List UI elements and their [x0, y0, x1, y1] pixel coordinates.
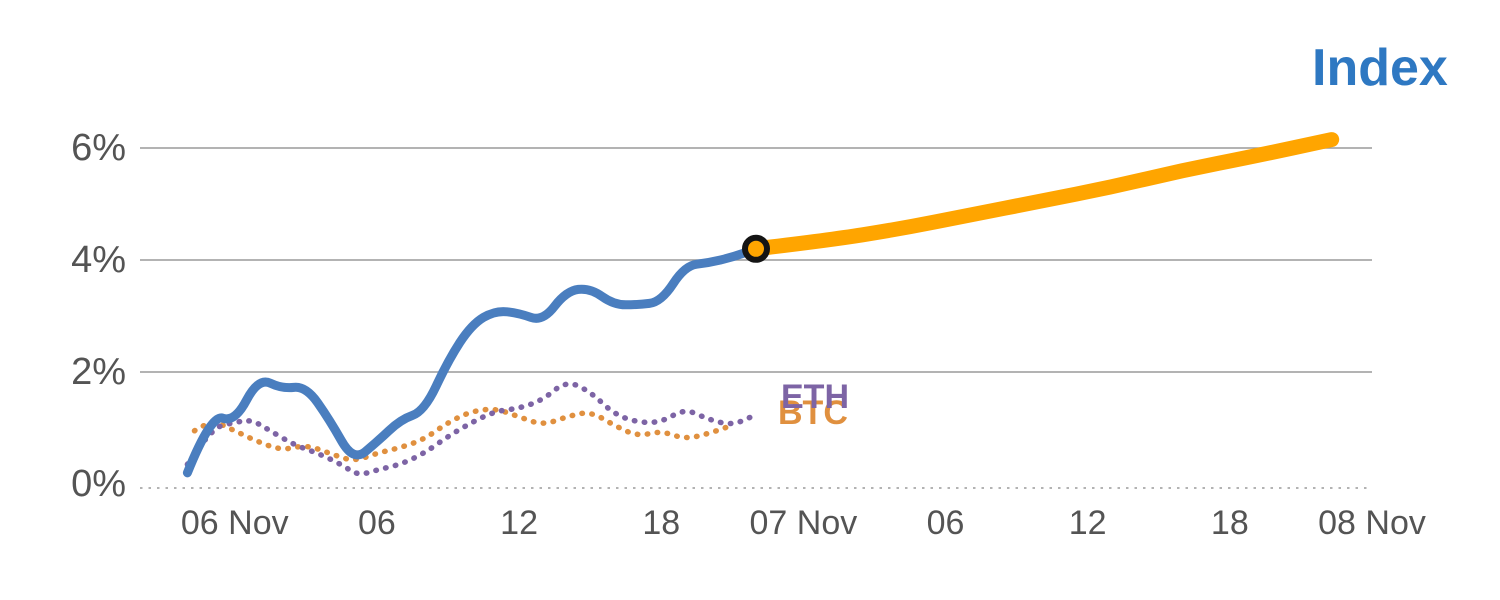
series-eth: [184, 381, 755, 477]
y-tick-label: 6%: [71, 127, 126, 169]
x-tick-label: 18: [642, 504, 680, 542]
forecast-start-marker: [742, 234, 770, 263]
y-tick-label: 0%: [71, 463, 126, 505]
y-tick-label: 2%: [71, 351, 126, 393]
x-tick-label: 08 Nov: [1318, 504, 1426, 542]
x-tick-label: 18: [1211, 504, 1249, 542]
x-tick-label: 07 Nov: [750, 504, 858, 542]
x-tick-label: 12: [1069, 504, 1107, 542]
series-index: [182, 244, 761, 478]
series-lines: [182, 132, 1340, 478]
axis-ticks: 0% 2% 4% 6% 06 Nov 06 12 18 07 Nov 06 12 18 08 Nov: [71, 127, 1426, 542]
btc-series-label: BTC: [778, 394, 848, 432]
x-tick-label: 06: [358, 504, 396, 542]
eth-series-label: ETH: [781, 378, 849, 416]
x-tick-label: 12: [500, 504, 538, 542]
x-tick-label: 06 Nov: [181, 504, 289, 542]
chart-title: Index: [1312, 39, 1448, 97]
series-index-forecast: [748, 132, 1340, 257]
gridlines: [140, 147, 1372, 489]
series-btc: [191, 406, 736, 463]
y-tick-label: 4%: [71, 239, 126, 281]
x-tick-label: 06: [927, 504, 965, 542]
